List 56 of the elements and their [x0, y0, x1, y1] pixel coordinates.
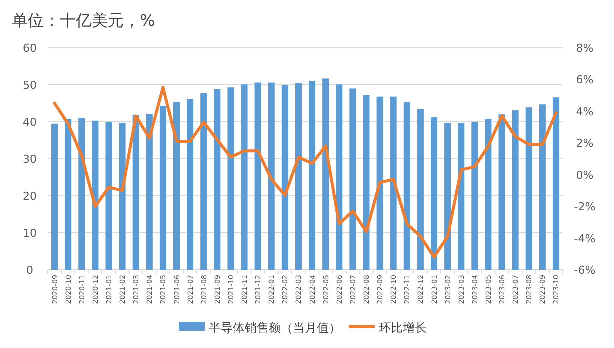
chart-title: 单位：十亿美元，% — [12, 11, 156, 30]
y2-tick-label: -2% — [574, 200, 596, 214]
y-tick-label: 60 — [23, 42, 37, 55]
bar — [485, 119, 492, 270]
bar — [390, 96, 397, 270]
bar — [539, 104, 546, 270]
bar — [295, 84, 302, 270]
bar — [444, 123, 452, 270]
bar — [309, 81, 316, 270]
bar — [173, 102, 180, 270]
bar — [376, 96, 384, 270]
y2-tick-label: 8% — [576, 42, 594, 55]
y-tick-label: 50 — [23, 79, 37, 92]
bar — [146, 114, 153, 270]
bar — [214, 89, 221, 270]
bar — [472, 122, 478, 270]
bar — [322, 78, 330, 270]
bar — [200, 94, 208, 270]
bar — [268, 82, 275, 270]
bar — [119, 123, 126, 270]
y-tick-label: 40 — [23, 116, 37, 129]
legend-label: 环比增长 — [379, 321, 427, 335]
y-tick-label: 30 — [23, 153, 37, 166]
bar — [430, 118, 438, 270]
y-tick-label: 10 — [23, 227, 37, 240]
y2-tick-label: 2% — [576, 137, 594, 150]
bar — [350, 88, 356, 270]
bar — [512, 110, 519, 270]
bar — [132, 115, 140, 270]
bar — [65, 119, 72, 270]
bar — [417, 109, 424, 270]
bar — [526, 108, 532, 270]
bar — [78, 118, 86, 270]
bar — [363, 95, 370, 270]
bar — [552, 98, 560, 270]
y2-tick-label: -6% — [574, 264, 596, 277]
y2-tick-label: 6% — [576, 74, 594, 87]
bar — [282, 85, 288, 270]
y2-tick-label: -4% — [574, 232, 596, 246]
bar — [52, 124, 58, 270]
y2-tick-label: 0% — [576, 168, 594, 182]
y2-tick-label: 4% — [576, 105, 594, 118]
bar — [254, 82, 262, 270]
bar — [160, 106, 166, 270]
bar — [498, 114, 506, 270]
legend-label: 半导体销售额（当月值） — [209, 321, 341, 335]
bar — [458, 123, 465, 270]
bar — [106, 122, 112, 270]
bar — [228, 88, 234, 270]
bar — [241, 84, 248, 270]
bar — [92, 120, 99, 270]
y-tick-label: 0 — [26, 264, 34, 277]
bar — [336, 84, 343, 270]
bar — [404, 102, 410, 270]
y-tick-label: 20 — [23, 190, 37, 203]
bar — [187, 99, 194, 270]
